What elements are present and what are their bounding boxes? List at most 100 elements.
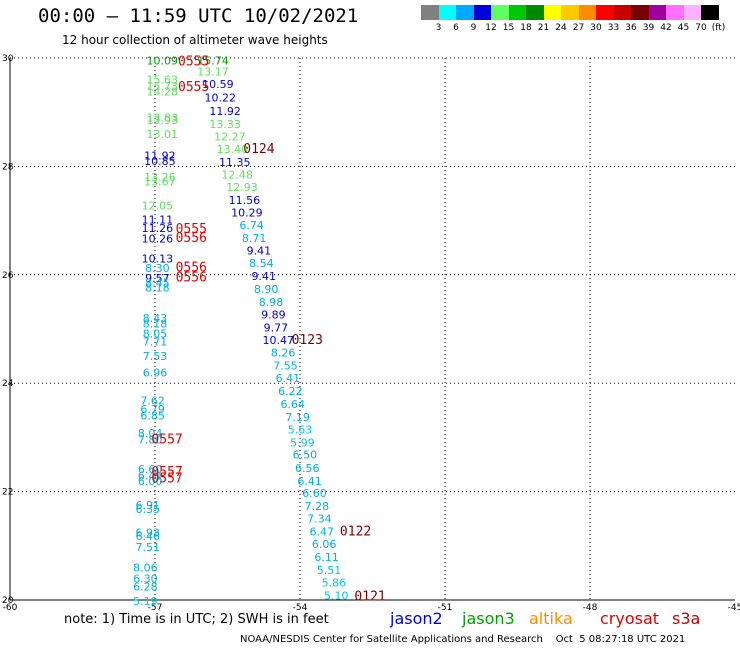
legend-swatch [456,5,474,20]
swh-value-label: 8.18 [143,318,168,331]
swh-value-label: 7.19 [285,411,310,424]
swh-value-label: 6.35 [136,503,161,516]
swh-value-label: 13.67 [144,176,176,189]
swh-value-label: 7.51 [136,541,161,554]
swh-value-label: 5.99 [290,436,315,449]
swh-value-label: 10.59 [202,78,234,91]
swh-value-label: 6.91 [136,499,161,512]
swh-value-label: 15.63 [147,74,179,87]
swh-value-label: 6.56 [295,462,320,475]
swh-value-label: 13.40 [217,143,249,156]
swh-value-label: 6.41 [276,372,301,385]
x-tick-label: -51 [438,603,453,613]
x-tick-label: -45 [728,603,740,613]
pass-time-label: 0122 [340,525,371,540]
swh-value-label: 8.98 [259,296,284,309]
swh-value-label: 7.28 [305,500,330,513]
swh-value-label: 6.00 [138,475,163,488]
swh-value-label: 8.54 [249,257,274,270]
legend-swatch [648,5,666,20]
swh-value-label: 10.13 [142,253,174,266]
x-tick-label: -48 [583,603,598,613]
swh-value-label: 8.30 [145,262,170,275]
legend-label: 21 [537,23,550,33]
legend-swatch [491,5,509,20]
pass-time-label: 0555 [176,222,207,237]
swh-value-label: 5.86 [322,577,347,590]
swh-value-label: 6.41 [138,469,163,482]
swh-value-label: 11.92 [144,150,176,163]
swh-value-label: 13.93 [147,114,179,127]
swh-value-label: 7.80 [138,434,163,447]
swh-value-label: 11.26 [142,222,174,235]
legend-label: 30 [590,23,602,33]
swh-value-label: 10.22 [205,92,237,105]
swh-value-label: 10.85 [144,155,176,168]
swh-value-label: 11.35 [219,156,251,169]
swh-value-label: 13.33 [209,118,241,131]
mission-jason2: jason2 [390,609,443,628]
chart-subtitle: 12 hour collection of altimeter wave hei… [62,33,328,47]
legend-label: 70 [695,23,707,33]
swh-value-label: 8.45 [145,276,170,289]
legend-swatch [631,5,649,20]
y-tick-label: 22 [2,488,13,498]
legend-label: 9 [470,23,477,33]
swh-value-label: 14.28 [147,86,179,99]
pass-time-label: 0557 [151,472,182,487]
pass-time-label: 0121 [354,590,385,605]
swh-value-label: 8.43 [143,312,168,325]
color-scale-labels: 3 6 9 12 15 18 21 24 27 30 33 36 39 42 45 70 (ft) [421,23,740,35]
swh-value-label: 8.04 [138,427,163,440]
swh-value-label: 10.29 [231,206,263,219]
swh-value-label: 11.92 [209,105,241,118]
swh-value-label: 9.57 [145,272,170,285]
legend-label: 39 [642,23,655,33]
legend-swatch [508,5,526,20]
swh-value-label: 13.17 [197,66,229,79]
legend-swatch [596,5,614,20]
y-tick-label: 30 [2,54,14,64]
footnote: note: 1) Time is in UTC; 2) SWH is in fe… [64,612,329,627]
swh-value-label: 8.18 [145,281,170,294]
swh-value-label: 7.71 [143,335,168,348]
swh-value-label: 5.63 [288,423,313,436]
legend-label: 3 [435,23,442,33]
swh-value-label: 6.60 [138,463,163,476]
legend-label: 42 [660,23,672,33]
swh-value-label: 6.64 [281,398,306,411]
swh-value-label: 6.50 [293,449,318,462]
pass-time-label: 0555 [178,80,209,95]
legend-swatch [543,5,561,20]
legend-swatch [613,5,631,20]
swh-value-label: 12.93 [226,181,258,194]
swh-value-label: 12.48 [221,169,253,182]
legend-swatch [683,5,701,20]
swh-value-label: 6.41 [297,475,322,488]
swh-value-label: 6.85 [140,410,165,423]
pass-time-label: 0124 [243,142,274,157]
y-tick-label: 26 [2,271,14,281]
swh-value-label: 6.28 [133,580,158,593]
pass-time-label: 0123 [292,333,323,348]
mission-cryosat: cryosat [600,609,660,628]
swh-value-label: 6.30 [133,572,158,585]
swh-value-label: 6.79 [140,403,165,416]
legend-label: 45 [677,23,690,33]
y-tick-label: 28 [2,162,14,172]
swh-value-label: 7.62 [140,395,165,408]
swh-value-label: 10.26 [142,232,174,245]
swh-value-label: 8.05 [143,327,168,340]
swh-value-label: 15.73 [147,80,179,93]
swh-value-label: 13.01 [147,128,179,141]
swh-value-label: 11.56 [229,194,261,207]
pass-time-label: 0557 [151,465,182,480]
x-tick-label: -54 [293,603,308,613]
x-tick-label: -60 [3,603,18,613]
swh-value-label: 11.11 [142,214,174,227]
swh-value-label: 7.34 [307,513,332,526]
swh-value-label: 8.06 [133,561,158,574]
pass-time-label: 0557 [151,432,182,447]
swh-value-label: 15.74 [197,55,229,68]
